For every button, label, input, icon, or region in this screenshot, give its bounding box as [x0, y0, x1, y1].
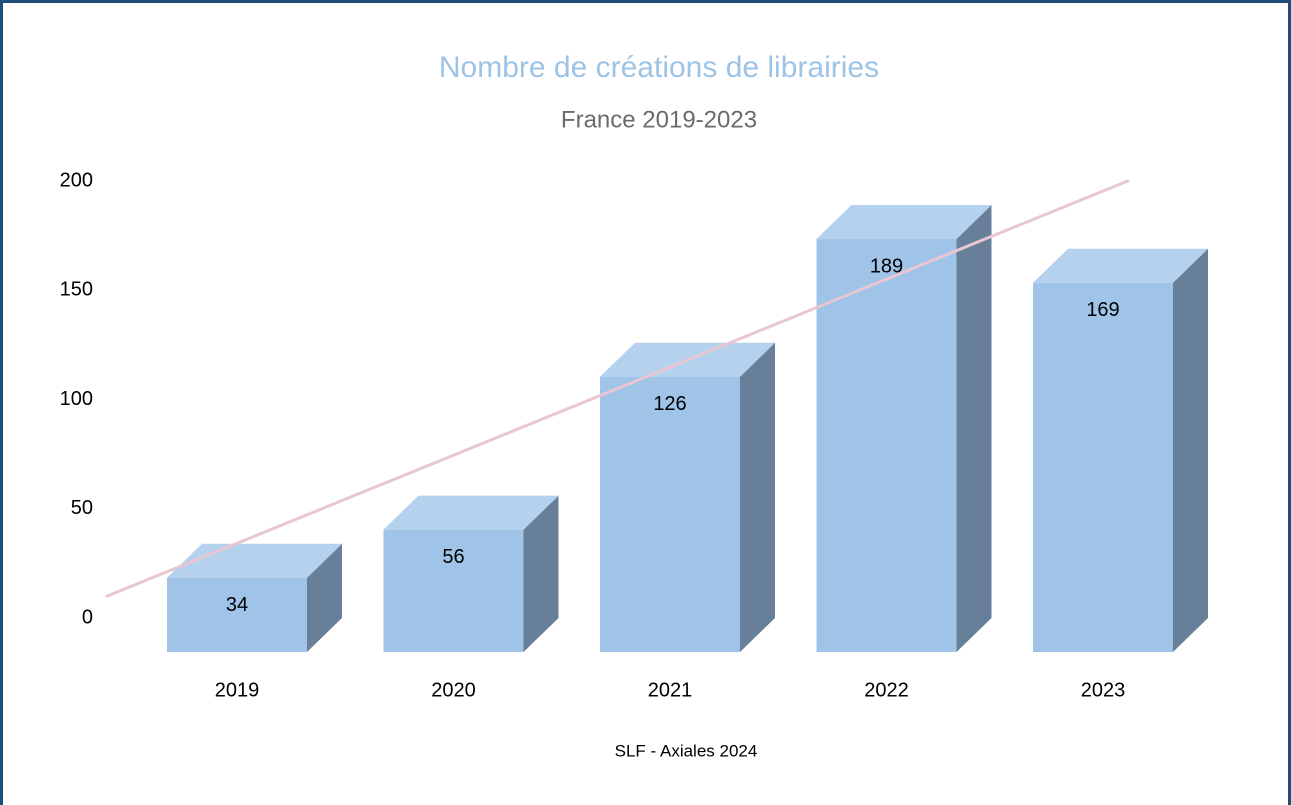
- bar-side: [523, 495, 559, 652]
- data-label: 189: [870, 255, 903, 277]
- bar-side: [956, 205, 992, 652]
- bar-side: [1173, 248, 1208, 653]
- data-label: 56: [442, 546, 464, 568]
- bar-top: [167, 543, 342, 578]
- bar-side: [740, 342, 775, 652]
- x-tick-label: 2023: [1081, 679, 1126, 701]
- bar-front: [383, 529, 524, 652]
- x-tick-label: 2022: [864, 679, 909, 701]
- trendline: [105, 179, 1130, 598]
- bar-top: [816, 205, 992, 240]
- y-tick-label: 0: [82, 606, 93, 628]
- x-tick-label: 2019: [215, 679, 260, 701]
- bar: [816, 205, 992, 652]
- x-tick-label: 2021: [648, 679, 693, 701]
- data-label: 126: [653, 393, 686, 415]
- bar: [1033, 248, 1208, 653]
- bar: [600, 342, 775, 652]
- bar-side: [307, 543, 342, 652]
- data-label: 34: [226, 594, 248, 616]
- bar-top: [383, 495, 559, 530]
- y-tick-label: 50: [71, 497, 93, 519]
- bar-front: [167, 577, 307, 652]
- bar-front: [816, 239, 957, 652]
- y-tick-label: 200: [60, 169, 93, 191]
- bar-front: [600, 376, 740, 652]
- bar: [167, 543, 342, 652]
- x-tick-label: 2020: [431, 679, 476, 701]
- source: SLF - Axiales 2024: [615, 741, 758, 760]
- y-tick-label: 150: [60, 279, 93, 301]
- bar-front: [1033, 282, 1173, 652]
- chart-subtitle: France 2019-2023: [561, 106, 757, 133]
- data-label: 169: [1086, 299, 1119, 321]
- y-tick-label: 100: [60, 388, 93, 410]
- bar: [383, 495, 559, 652]
- chart-title: Nombre de créations de librairies: [439, 51, 879, 84]
- bar-top: [1033, 248, 1208, 283]
